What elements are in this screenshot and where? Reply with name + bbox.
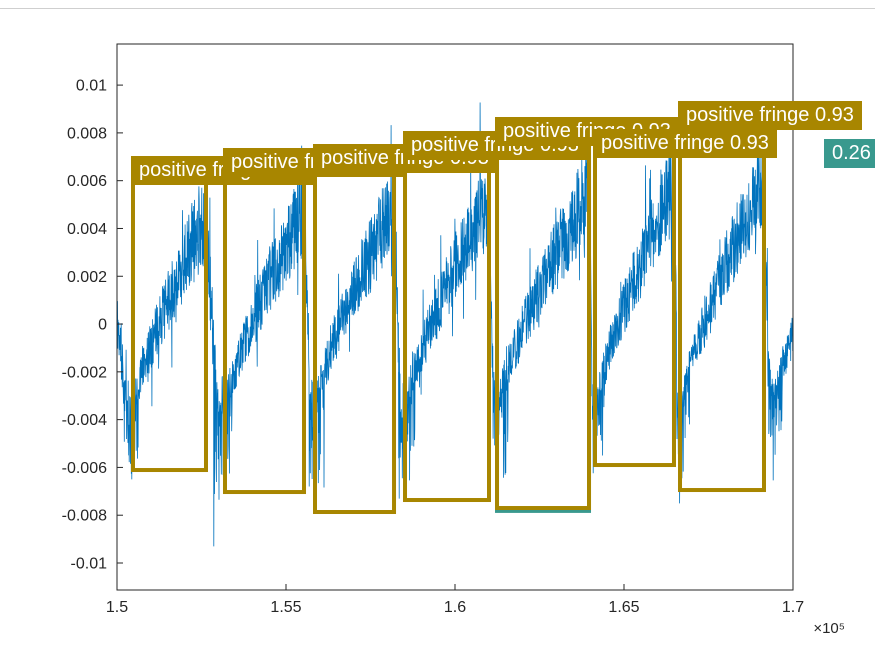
x-tick-label: 1.6 <box>444 599 466 616</box>
detection-box <box>403 131 492 503</box>
y-tick-label: 0 <box>98 317 107 334</box>
detection-box <box>130 156 208 473</box>
y-tick-label: -0.008 <box>62 508 107 525</box>
x-tick-label: 1.55 <box>270 599 301 616</box>
axes-box <box>116 43 794 591</box>
y-tick-label: 0.002 <box>67 269 107 286</box>
y-tick-label: 0.006 <box>67 173 107 190</box>
y-tick-label: -0.006 <box>62 460 107 477</box>
y-tick-label: 0.004 <box>67 221 107 238</box>
y-tick-label: -0.004 <box>62 412 107 429</box>
signal-trace <box>117 102 793 547</box>
detection-box <box>495 117 592 511</box>
window-edge-divider <box>0 8 875 9</box>
detection-box <box>495 117 592 513</box>
detection-box <box>678 101 766 493</box>
x-tick-label: 1.65 <box>608 599 639 616</box>
x-axis-exponent-label: ×10⁵ <box>813 620 845 637</box>
y-tick-label: -0.01 <box>71 555 108 572</box>
y-tick-label: -0.002 <box>62 364 107 381</box>
y-tick-label: 0.01 <box>76 78 107 95</box>
x-tick-label: 1.5 <box>106 599 128 616</box>
x-tick-label: 1.7 <box>782 599 804 616</box>
y-tick-label: 0.008 <box>67 125 107 142</box>
detection-box <box>222 148 307 495</box>
